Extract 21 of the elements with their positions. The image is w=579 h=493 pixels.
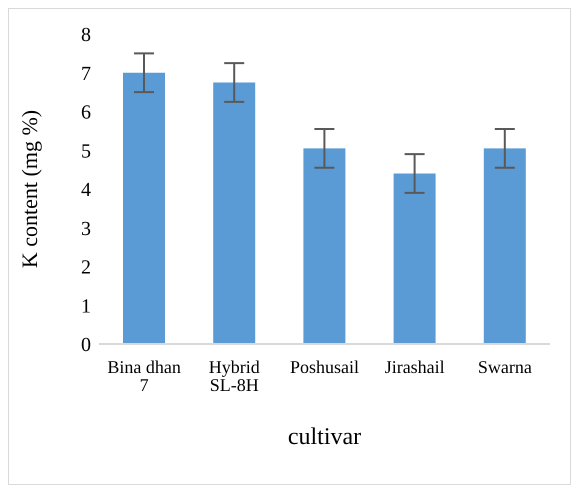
y-tick-label: 8	[81, 24, 91, 46]
y-tick-label: 5	[81, 140, 91, 162]
bar	[394, 174, 436, 344]
x-tick-label: Swarna	[478, 356, 532, 377]
y-axis-title: K content (mg %)	[16, 110, 42, 268]
bar	[213, 82, 256, 344]
x-tick-label: Bina dhan 7	[107, 356, 181, 395]
bar	[484, 148, 526, 344]
y-tick-label: 7	[81, 62, 91, 85]
y-tick-label: 6	[81, 102, 91, 124]
bar	[123, 72, 165, 344]
y-tick-label: 3	[81, 218, 91, 240]
x-tick-label: Hybrid SL-8H	[208, 356, 260, 395]
y-tick-label: 4	[81, 179, 91, 202]
bar	[303, 148, 346, 344]
x-tick-label: Poshusail	[290, 356, 360, 377]
y-tick-label: 0	[81, 334, 91, 356]
x-tick-label: Jirashail	[384, 356, 445, 377]
x-axis-title: cultivar	[288, 424, 362, 450]
y-tick-label: 1	[81, 295, 91, 318]
y-tick-label: 2	[81, 256, 91, 279]
